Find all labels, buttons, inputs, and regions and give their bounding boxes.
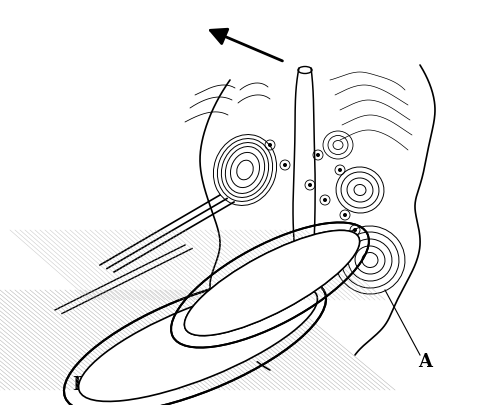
- Ellipse shape: [78, 285, 318, 401]
- Circle shape: [323, 198, 327, 202]
- Text: B: B: [72, 376, 88, 394]
- Circle shape: [308, 183, 312, 187]
- Circle shape: [316, 153, 320, 157]
- Circle shape: [283, 163, 287, 167]
- Circle shape: [268, 143, 272, 147]
- Ellipse shape: [184, 230, 360, 336]
- Ellipse shape: [70, 282, 320, 405]
- Text: A: A: [418, 353, 432, 371]
- Ellipse shape: [184, 230, 360, 336]
- Circle shape: [353, 228, 357, 232]
- Circle shape: [343, 213, 347, 217]
- Circle shape: [338, 168, 342, 172]
